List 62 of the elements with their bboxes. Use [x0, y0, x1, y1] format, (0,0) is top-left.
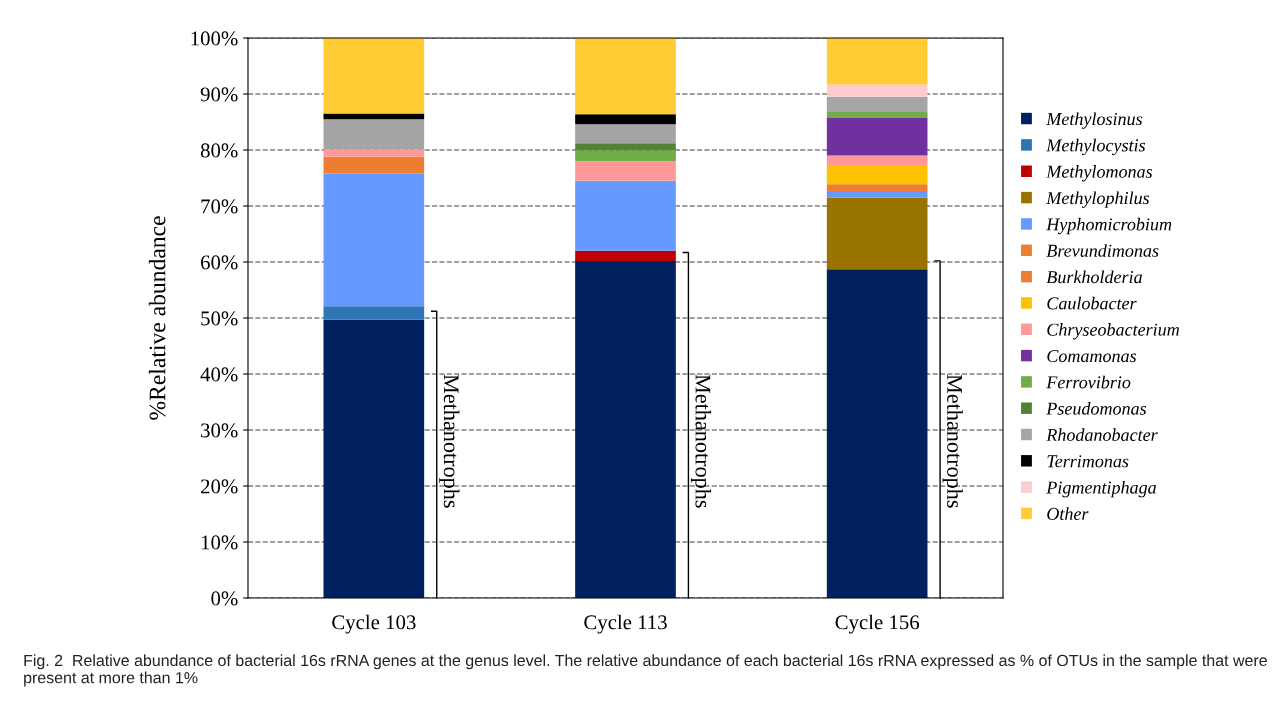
legend-label: Pigmentiphaga [1046, 480, 1156, 498]
legend-label: Hyphomicrobium [1046, 217, 1172, 235]
legend-label: Methylomonas [1046, 165, 1153, 182]
bar [323, 306, 425, 320]
bar [575, 260, 676, 598]
bar [826, 84, 928, 97]
x-tick-label: Cycle 113 [584, 614, 667, 634]
legend-label: Methylosinus [1046, 112, 1143, 129]
bar [323, 319, 425, 598]
y-tick-label: 40% [200, 367, 238, 382]
y-tick-label: 90% [200, 87, 238, 102]
bar [323, 38, 425, 114]
bar [575, 143, 676, 151]
legend-label: Comamonas [1047, 350, 1137, 363]
y-tick-label: 50% [201, 311, 238, 326]
bar [826, 96, 928, 112]
legend-label: Burkholderia [1046, 270, 1142, 284]
annotation: Methanotrophs [942, 374, 963, 508]
annotation: Methanotrophs [690, 374, 712, 508]
y-tick-label: 70% [201, 199, 238, 214]
bar [323, 149, 425, 157]
bar [575, 124, 676, 144]
legend-label: Other [1047, 507, 1089, 520]
bar [575, 150, 676, 162]
legend-label: Methylocystis [1046, 138, 1146, 156]
legend-label: Caulobacter [1047, 296, 1137, 310]
bar [323, 156, 425, 174]
caption: Fig. 2 Relative abundance of bacterial 16s rRNA genes at the genus level. The relative abundance of each bacterial 16s rRNA expressed as % of OTUs in the sample that were present at more than 1% [24, 654, 1267, 687]
y-tick-label: 60% [200, 255, 238, 270]
y-tick-label: 30% [201, 423, 238, 438]
bar [826, 165, 928, 185]
bar [826, 197, 928, 270]
legend-label: Chryseobacterium [1047, 323, 1179, 340]
bar [575, 114, 676, 125]
bar [826, 269, 928, 598]
bar [575, 180, 676, 251]
x-tick-label: Cycle 156 [835, 614, 920, 634]
y-tick-label: 0% [211, 591, 238, 606]
y-tick-label: 100% [191, 31, 238, 46]
y-tick-label: 80% [200, 143, 238, 158]
bar [323, 173, 425, 307]
bar [826, 111, 928, 119]
bar [575, 250, 676, 261]
bar [826, 38, 928, 85]
bar [826, 155, 928, 166]
bar [575, 161, 676, 181]
y-axis-title: %Relative abundance [148, 216, 166, 420]
y-tick-label: 10% [201, 535, 238, 550]
bar [826, 118, 928, 156]
y-tick-label: 20% [201, 479, 238, 494]
bar [323, 119, 425, 150]
bar [826, 190, 928, 198]
legend-label: Pseudomonas [1046, 402, 1147, 415]
legend-label: Brevundimonas [1046, 244, 1159, 257]
legend-label: Methylophilus [1046, 191, 1150, 208]
bar [575, 38, 676, 115]
legend-label: Terrimonas [1047, 455, 1129, 468]
annotation: Methanotrophs [439, 374, 460, 508]
bar [826, 184, 928, 191]
legend-label: Ferrovibrio [1046, 375, 1131, 389]
legend-label: Rhodanobacter [1046, 428, 1158, 442]
x-tick-label: Cycle 103 [332, 614, 416, 634]
